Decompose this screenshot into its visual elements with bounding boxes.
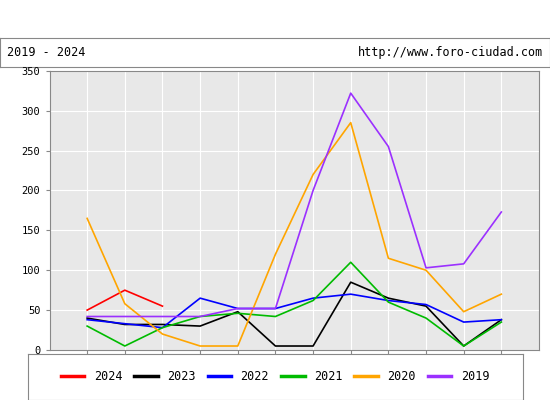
Text: 2019 - 2024: 2019 - 2024	[7, 46, 85, 59]
Text: Evolucion Nº Turistas Nacionales en el municipio de Segart: Evolucion Nº Turistas Nacionales en el m…	[59, 12, 491, 26]
Legend: 2024, 2023, 2022, 2021, 2020, 2019: 2024, 2023, 2022, 2021, 2020, 2019	[56, 366, 494, 388]
Text: http://www.foro-ciudad.com: http://www.foro-ciudad.com	[358, 46, 543, 59]
